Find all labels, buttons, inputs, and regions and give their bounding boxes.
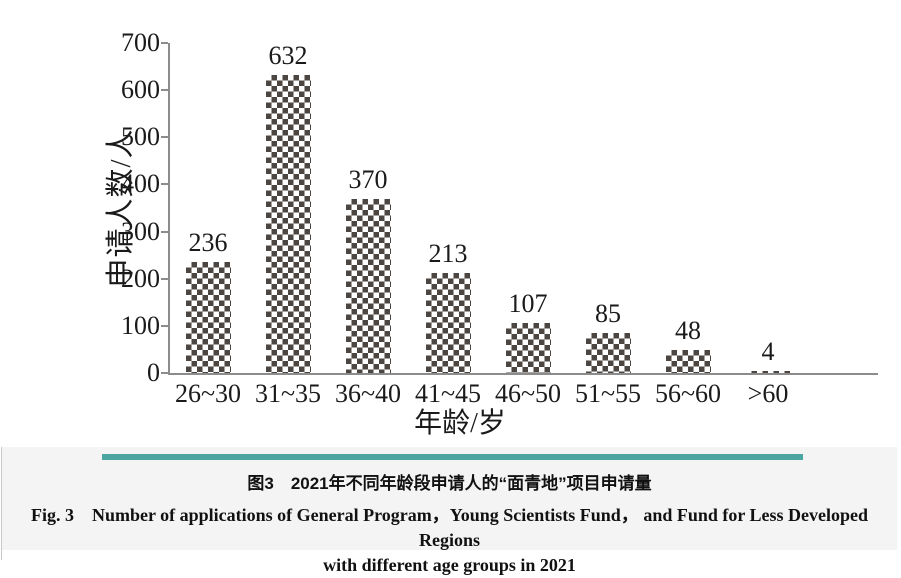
- x-axis-category-label: 51~55: [574, 379, 642, 408]
- y-axis-tick-label: 100: [121, 310, 160, 340]
- figure-caption-zh: 图3 2021年不同年龄段申请人的“面青地”项目申请量: [247, 474, 652, 493]
- x-axis-category-label: 56~60: [654, 379, 722, 408]
- bar-value-label: 370: [348, 165, 388, 194]
- bar-value-label: 4: [761, 337, 775, 366]
- bar: [665, 350, 711, 373]
- x-axis-category-label: 31~35: [254, 379, 322, 408]
- plot-items: 0 100 200 300 400 500 600 700 236 26~30 632 31~35 37…: [0, 13, 901, 447]
- bar-value-label: 107: [508, 289, 548, 318]
- y-axis-tick: [161, 372, 168, 374]
- x-axis-category-label: 36~40: [334, 379, 402, 408]
- teal-divider-rule: [102, 454, 803, 460]
- x-axis-category-label: >60: [747, 379, 789, 408]
- y-axis-tick-label: 600: [121, 75, 160, 105]
- figure-caption-en: Fig. 3 Number of applications of General…: [2, 503, 897, 578]
- bar-value-label: 632: [268, 41, 308, 70]
- y-axis-tick: [161, 136, 168, 139]
- y-axis-tick-label: 400: [121, 169, 160, 199]
- x-axis-category-label: 26~30: [174, 379, 242, 408]
- y-axis-tick-label: 700: [121, 28, 160, 57]
- bar: [185, 262, 231, 373]
- x-axis-category-label: 46~50: [494, 379, 562, 408]
- bar: [345, 199, 391, 373]
- y-axis-tick-label: 300: [121, 216, 160, 246]
- y-axis-tick-label: 0: [147, 358, 160, 387]
- y-axis-tick: [161, 324, 168, 327]
- figure-caption-en-line1: Fig. 3 Number of applications of General…: [30, 505, 869, 550]
- bar-value-label: 236: [188, 228, 228, 257]
- bar-value-label: 48: [675, 316, 701, 345]
- bar-value-label: 85: [595, 299, 621, 328]
- y-axis-tick: [161, 183, 168, 186]
- y-axis-tick: [161, 277, 168, 280]
- plot-frame: [168, 43, 878, 375]
- y-axis-tick-label: 200: [121, 263, 160, 293]
- figure-caption-en-line2: with different age groups in 2021: [323, 555, 576, 575]
- caption-panel: 图3 2021年不同年龄段申请人的“面青地”项目申请量 Fig. 3 Numbe…: [2, 447, 897, 575]
- y-axis-tick: [161, 89, 168, 92]
- y-axis-tick: [161, 230, 168, 233]
- y-axis-tick-label: 500: [121, 122, 160, 152]
- bar: [505, 323, 551, 373]
- bar-value-label: 213: [428, 239, 468, 268]
- bar: [265, 75, 311, 373]
- bar: [585, 333, 631, 373]
- bar: [425, 273, 471, 373]
- bar-chart: 申请人数/人 0 100 200 300 400 500 600 700 236 26~30 632…: [0, 13, 901, 447]
- x-axis-category-label: 41~45: [414, 379, 482, 408]
- bar: [745, 371, 791, 373]
- x-axis-title: 年龄/岁: [414, 408, 506, 439]
- y-axis-tick: [161, 42, 168, 44]
